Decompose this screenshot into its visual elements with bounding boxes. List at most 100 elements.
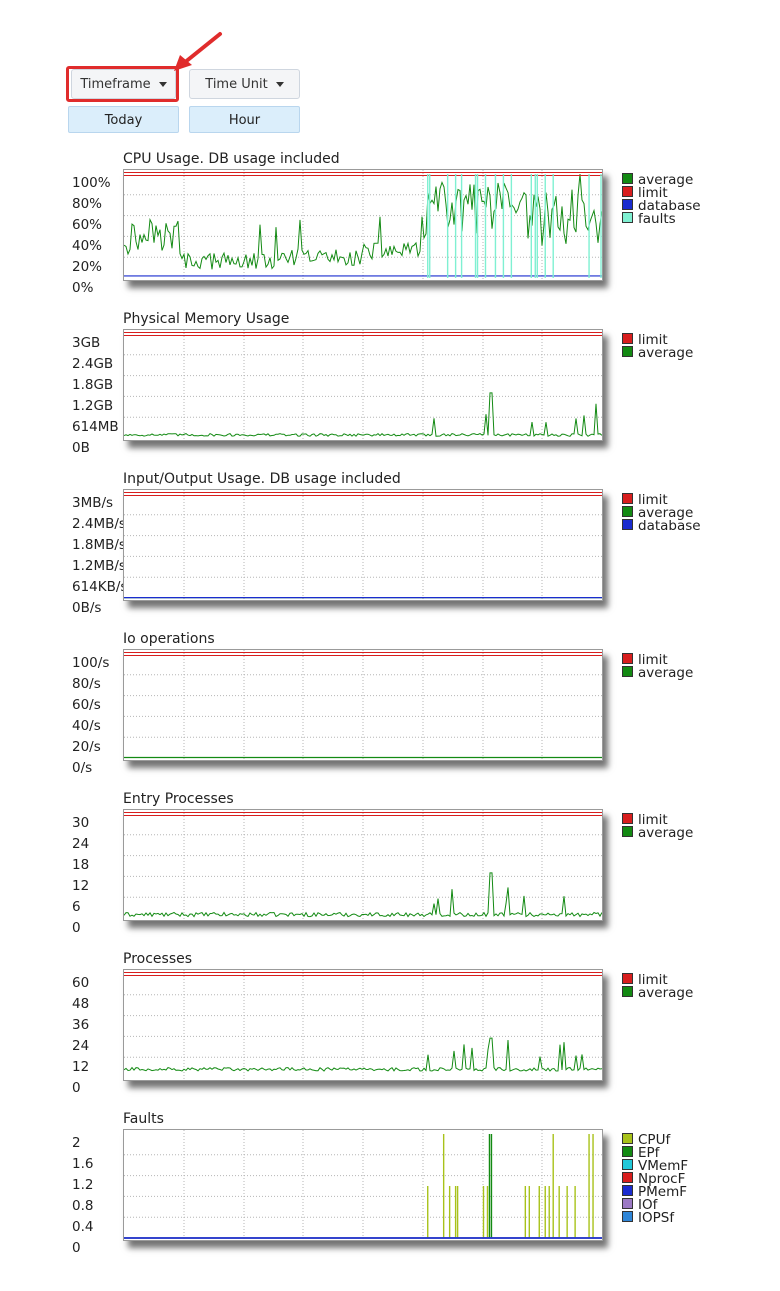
chart-svg [124, 170, 602, 280]
y-tick-label: 100/s [72, 655, 110, 671]
plot-area[interactable] [123, 169, 603, 281]
y-tick-label: 1.2MB/s [72, 558, 126, 574]
plot-area[interactable] [123, 1129, 603, 1241]
y-tick-label: 3MB/s [72, 495, 114, 511]
y-tick-label: 40/s [72, 718, 101, 734]
legend-swatch [622, 1172, 633, 1183]
legend-swatch [622, 1159, 633, 1170]
legend-item[interactable]: average [622, 985, 694, 1001]
legend-item[interactable]: EPf [622, 1145, 688, 1161]
legend-swatch [622, 333, 633, 344]
time-unit-selected-value[interactable]: Hour [189, 106, 300, 133]
legend-item[interactable]: CPUf [622, 1132, 688, 1148]
chart-title: Physical Memory Usage [123, 311, 290, 327]
y-tick-label: 0 [72, 1080, 81, 1096]
chart-title: CPU Usage. DB usage included [123, 151, 340, 167]
legend-item[interactable]: average [622, 346, 693, 360]
legend-item[interactable]: limit [622, 492, 701, 508]
legend-swatch [622, 1211, 633, 1222]
timeframe-selected-value[interactable]: Today [68, 106, 179, 133]
chart-0: CPU Usage. DB usage included 100% 80% 60% 40… [0, 151, 780, 311]
y-tick-label: 30 [72, 815, 90, 831]
legend-item[interactable]: limit [622, 185, 701, 201]
legend-label: EPf [638, 1145, 660, 1161]
y-tick-label: 614MB [72, 419, 119, 435]
legend-label: IOPSf [638, 1210, 675, 1226]
legend-item[interactable]: limit [622, 813, 693, 827]
y-tick-label: 1.8MB/s [72, 537, 126, 553]
plot-area[interactable] [123, 489, 603, 601]
legend-label: limit [638, 185, 668, 201]
legend-label: VMemF [638, 1158, 689, 1174]
timeframe-dropdown[interactable]: Timeframe [71, 69, 176, 99]
legend-item[interactable]: IOPSf [622, 1210, 688, 1226]
legend-swatch [622, 653, 633, 664]
legend-swatch [622, 1146, 633, 1157]
legend-swatch [622, 506, 633, 517]
chart-legend: limit average [622, 333, 693, 360]
y-tick-label: 2.4GB [72, 356, 114, 372]
time-unit-dropdown[interactable]: Time Unit [189, 69, 300, 99]
y-tick-label: 60% [72, 217, 103, 233]
legend-swatch [622, 826, 633, 837]
plot-area[interactable] [123, 809, 603, 921]
time-unit-label: Time Unit [205, 77, 268, 92]
chart-2: Input/Output Usage. DB usage included 3MB… [0, 471, 780, 631]
chart-legend: limit average [622, 972, 694, 1001]
legend-item[interactable]: limit [622, 972, 693, 988]
y-tick-label: 1.2GB [72, 398, 114, 414]
chart-legend: limit average [622, 813, 693, 840]
chart-svg [124, 650, 602, 760]
series-average-line [124, 173, 602, 270]
chart-svg [124, 490, 602, 600]
legend-swatch [622, 173, 633, 184]
chart-title: Faults [123, 1111, 164, 1127]
legend-item[interactable]: IOf [622, 1198, 688, 1212]
legend-item[interactable]: VMemF [622, 1158, 689, 1174]
y-tick-label: 0B/s [72, 600, 102, 616]
legend-item[interactable]: limit [622, 653, 693, 667]
y-tick-label: 3GB [72, 335, 101, 351]
y-tick-label: 60 [72, 975, 90, 991]
chart-5: Processes 60 48 36 24 12 0 limit average [0, 951, 780, 1111]
legend-label: CPUf [638, 1132, 671, 1148]
legend-item[interactable]: average [622, 826, 693, 840]
series-average-line [124, 1037, 602, 1072]
legend-label: database [638, 198, 701, 214]
legend-item[interactable]: average [622, 173, 701, 187]
plot-area[interactable] [123, 969, 603, 1081]
legend-swatch [622, 1198, 633, 1209]
legend-swatch [622, 1133, 633, 1144]
legend-item[interactable]: database [622, 519, 701, 533]
legend-swatch [622, 666, 633, 677]
y-tick-label: 12 [72, 878, 90, 894]
chart-title: Entry Processes [123, 791, 234, 807]
legend-swatch [622, 813, 633, 824]
y-tick-label: 1.2 [72, 1177, 94, 1193]
legend-item[interactable]: NprocF [622, 1172, 688, 1186]
legend-item[interactable]: PMemF [622, 1185, 688, 1199]
plot-area[interactable] [123, 649, 603, 761]
y-tick-label: 0/s [72, 760, 93, 776]
legend-swatch [622, 986, 633, 997]
y-tick-label: 1.6 [72, 1156, 94, 1172]
legend-item[interactable]: average [622, 506, 701, 520]
plot-area[interactable] [123, 329, 603, 441]
legend-item[interactable]: database [622, 198, 701, 214]
y-tick-label: 18 [72, 857, 90, 873]
chart-title: Io operations [123, 631, 215, 647]
annotation-arrow-icon [174, 32, 222, 71]
legend-label: limit [638, 972, 668, 988]
legend-label: faults [638, 211, 676, 227]
chart-legend: average limit database faults [622, 173, 701, 227]
legend-item[interactable]: faults [622, 211, 701, 227]
y-tick-label: 20% [72, 259, 103, 275]
chart-4: Entry Processes 30 24 18 12 6 0 limit average [0, 791, 780, 951]
legend-label: limit [638, 492, 668, 508]
chart-legend: limit average [622, 653, 694, 681]
legend-label: average [638, 665, 694, 681]
legend-label: average [638, 985, 694, 1001]
legend-item[interactable]: limit [622, 333, 693, 347]
legend-item[interactable]: average [622, 665, 694, 681]
y-tick-label: 24 [72, 1038, 90, 1054]
